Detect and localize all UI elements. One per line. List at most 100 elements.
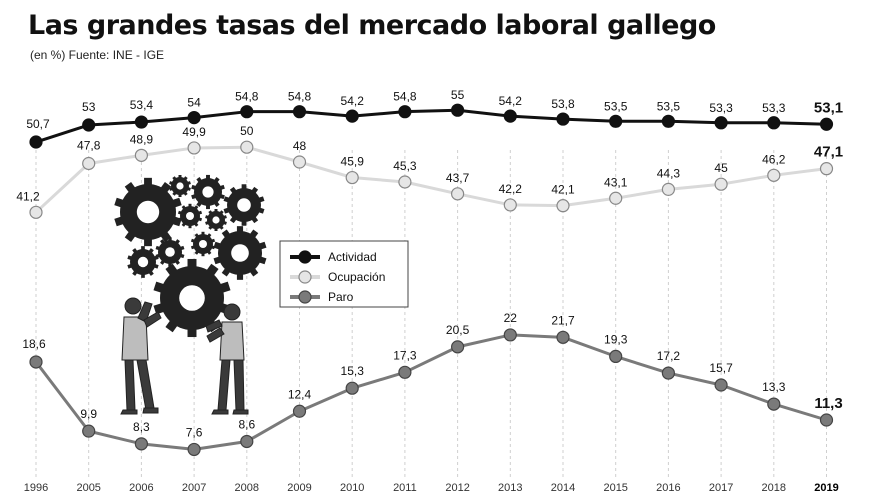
x-tick-label: 2014 (551, 482, 575, 494)
data-point-paro (819, 413, 834, 427)
data-label-actividad: 53,8 (551, 97, 575, 111)
data-point-actividad (451, 103, 465, 117)
data-label-ocupacion: 48 (293, 139, 307, 153)
data-point-paro (187, 442, 201, 457)
x-tick-label: 2018 (762, 482, 786, 494)
data-label-paro: 7,6 (186, 425, 203, 439)
data-point-actividad (82, 118, 96, 132)
data-point-actividad (240, 105, 254, 119)
series-line-ocupacion (34, 145, 827, 214)
data-label-paro: 9,9 (80, 407, 97, 421)
x-tick-label: 2019 (814, 482, 838, 494)
data-point-actividad (29, 135, 43, 149)
data-point-paro (503, 328, 517, 342)
data-label-actividad: 54,2 (341, 94, 365, 108)
data-label-paro: 19,3 (604, 332, 628, 346)
data-point-ocupacion (82, 156, 96, 171)
gear-icon (191, 174, 225, 210)
series-line-paro (34, 333, 827, 451)
data-label-actividad: 53,3 (709, 101, 733, 115)
data-label-actividad: 53 (82, 100, 96, 114)
x-tick-label: 2007 (182, 482, 206, 494)
data-point-ocupacion (451, 187, 465, 201)
data-label-actividad: 53,1 (814, 99, 843, 116)
data-point-paro (714, 378, 728, 392)
chart-title: Las grandes tasas del mercado laboral ga… (28, 10, 716, 41)
data-label-ocupacion: 45 (714, 161, 728, 175)
data-label-paro: 11,3 (814, 395, 842, 412)
data-point-paro (661, 366, 676, 380)
data-label-actividad: 54,8 (235, 90, 259, 104)
data-label-paro: 12,4 (288, 387, 312, 401)
data-point-actividad (345, 109, 359, 123)
data-label-ocupacion: 47,8 (77, 138, 101, 152)
data-point-paro (451, 340, 465, 354)
data-label-ocupacion: 43,1 (604, 175, 628, 189)
data-label-actividad: 53,5 (657, 99, 681, 113)
data-point-actividad (661, 114, 676, 128)
chart-subtitle: (en %) Fuente: INE - IGE (30, 48, 165, 62)
data-point-paro (29, 355, 43, 369)
data-label-ocupacion: 43,7 (446, 171, 470, 185)
data-point-paro (292, 404, 307, 418)
data-point-ocupacion (292, 155, 307, 169)
data-label-actividad: 54,8 (393, 90, 417, 104)
data-label-paro: 17,2 (657, 349, 681, 363)
data-label-actividad: 54,2 (499, 94, 523, 108)
data-point-actividad (819, 117, 834, 131)
gears-workers-illustration (114, 174, 267, 415)
data-label-paro: 20,5 (446, 323, 470, 337)
data-label-paro: 15,3 (341, 364, 365, 378)
x-tick-label: 1996 (24, 482, 48, 494)
series-paro: 18,6 9,9 8,3 7,6 8,6 12,4 15,3 17,3 20,5 22 21,7 19… (22, 311, 843, 457)
series-ocupacion: 41,2 47,8 48,9 49,9 50 48 45,9 45,3 43,7 42,2 42,1… (16, 124, 843, 219)
data-point-actividad (609, 114, 623, 128)
data-point-ocupacion (345, 170, 359, 185)
data-label-ocupacion: 42,1 (551, 183, 575, 197)
data-label-paro: 22 (504, 311, 518, 325)
data-label-paro: 15,7 (709, 361, 733, 375)
data-point-actividad (503, 109, 517, 123)
worker-left-icon (120, 297, 162, 415)
data-label-paro: 21,7 (551, 313, 575, 327)
legend-label-actividad: Actividad (328, 250, 377, 264)
data-label-actividad: 53,4 (130, 98, 154, 112)
data-label-paro: 13,3 (762, 380, 786, 394)
data-point-actividad (134, 115, 148, 129)
data-point-ocupacion (767, 168, 781, 182)
data-label-ocupacion: 47,1 (814, 144, 843, 161)
data-label-ocupacion: 46,2 (762, 152, 786, 166)
x-tick-label: 2012 (445, 482, 469, 494)
x-tick-label: 2017 (709, 482, 733, 494)
series-line-actividad (35, 108, 827, 144)
data-label-actividad: 55 (451, 88, 465, 102)
data-point-ocupacion (609, 191, 623, 205)
data-point-ocupacion (398, 175, 412, 189)
data-label-ocupacion: 41,2 (16, 189, 40, 203)
data-point-actividad (292, 105, 307, 119)
gear-icon (205, 209, 227, 231)
data-label-paro: 8,3 (133, 420, 150, 434)
data-label-paro: 17,3 (393, 348, 417, 362)
gear-icon (213, 226, 267, 280)
gear-icon (169, 175, 191, 197)
data-label-ocupacion: 48,9 (130, 132, 154, 146)
data-point-ocupacion (240, 140, 254, 154)
data-point-paro (345, 381, 359, 395)
data-label-actividad: 53,3 (762, 101, 786, 115)
data-point-actividad (187, 110, 201, 125)
data-point-actividad (398, 105, 412, 119)
x-tick-label: 2010 (340, 482, 364, 494)
x-tick-label: 2006 (129, 482, 153, 494)
data-point-paro (767, 397, 781, 411)
legend: Actividad Ocupación Paro (279, 240, 409, 308)
data-point-actividad (767, 116, 781, 130)
data-point-ocupacion (714, 177, 728, 191)
data-label-paro: 8,6 (238, 417, 255, 431)
x-axis-ticks: 1996 2005 2006 2007 2008 2009 2010 2011 2012 2013… (24, 482, 839, 494)
x-tick-label: 2016 (656, 482, 680, 494)
data-point-actividad (714, 116, 728, 130)
legend-marker-actividad (298, 250, 312, 264)
data-label-actividad: 50,7 (26, 117, 50, 131)
data-point-ocupacion (556, 199, 570, 213)
